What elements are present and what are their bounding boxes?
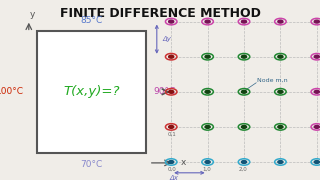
Circle shape [314,125,319,128]
Circle shape [278,20,283,23]
Text: 100°C: 100°C [0,87,24,96]
Text: 85°C: 85°C [80,16,102,25]
Circle shape [242,161,247,163]
Text: 1,0: 1,0 [203,166,211,172]
Circle shape [169,125,174,128]
Circle shape [205,125,210,128]
Circle shape [169,90,174,93]
Circle shape [205,55,210,58]
Circle shape [278,161,283,163]
Text: 70°C: 70°C [80,160,102,169]
Text: 90°C: 90°C [154,87,176,96]
Text: Node m,n: Node m,n [257,78,287,83]
Circle shape [314,90,319,93]
Text: Δx: Δx [170,175,179,180]
Text: 0,0: 0,0 [167,166,176,172]
Text: 2,0: 2,0 [239,166,248,172]
Text: x: x [181,158,186,167]
Bar [37,31,146,153]
Text: FINITE DIFFERENCE METHOD: FINITE DIFFERENCE METHOD [60,7,260,20]
Circle shape [278,55,283,58]
Circle shape [169,20,174,23]
Circle shape [314,55,319,58]
Circle shape [205,161,210,163]
Text: Δy: Δy [163,36,172,42]
Text: 0,1: 0,1 [167,131,176,136]
Circle shape [314,20,319,23]
Circle shape [314,161,319,163]
Circle shape [242,55,247,58]
Circle shape [278,90,283,93]
Circle shape [205,90,210,93]
Circle shape [278,125,283,128]
Circle shape [242,20,247,23]
Text: T(x,y)=?: T(x,y)=? [63,85,119,98]
Text: y: y [30,10,35,19]
Circle shape [169,55,174,58]
Circle shape [242,90,247,93]
Circle shape [169,161,174,163]
Circle shape [242,125,247,128]
Circle shape [205,20,210,23]
